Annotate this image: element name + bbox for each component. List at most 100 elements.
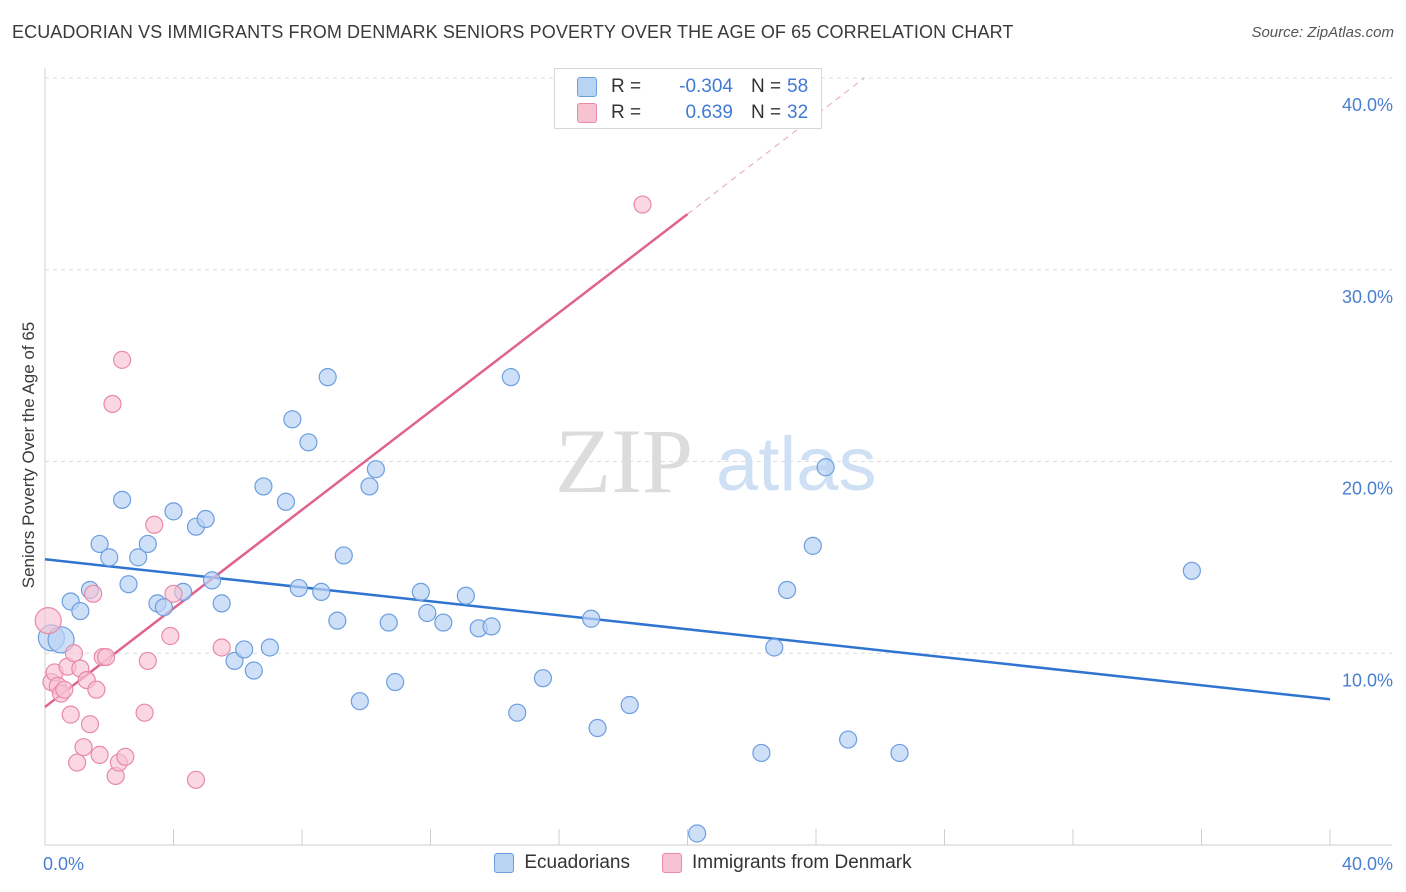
data-point-denmark [90, 745, 109, 764]
data-point-denmark [116, 747, 135, 766]
data-point-denmark [161, 626, 180, 646]
data-point-ecuadorians [138, 534, 157, 554]
data-point-ecuadorians [276, 492, 296, 511]
data-point-ecuadorians [100, 548, 119, 567]
data-point-ecuadorians [235, 640, 254, 659]
data-point-ecuadorians [299, 433, 318, 452]
data-point-ecuadorians [456, 586, 475, 605]
data-point-ecuadorians [283, 410, 302, 429]
y-tick-label: 40.0% [1342, 95, 1393, 115]
x-tick-label: 40.0% [1342, 854, 1393, 874]
legend-n-label: N = [751, 76, 782, 97]
watermark-atlas: atlas [716, 422, 877, 507]
series-denmark [34, 195, 652, 789]
legend-r-label: R = [611, 76, 642, 97]
trend-line-ecuadorians [44, 558, 1331, 701]
legend-n-value: 58 [787, 76, 809, 97]
data-point-denmark [186, 770, 206, 789]
data-point-denmark [96, 647, 116, 667]
data-point-ecuadorians [777, 580, 797, 600]
data-point-denmark [164, 584, 183, 603]
source-label: Source: ZipAtlas.com [1251, 24, 1394, 41]
data-point-ecuadorians [816, 458, 835, 477]
data-point-ecuadorians [119, 575, 138, 594]
data-point-ecuadorians [803, 536, 822, 555]
legend-swatch-blue [577, 77, 597, 97]
trend-lines [44, 77, 1331, 708]
data-point-ecuadorians [129, 548, 148, 567]
data-point-ecuadorians [839, 730, 858, 749]
legend-swatch-pink [577, 103, 597, 123]
data-point-ecuadorians [90, 534, 109, 554]
data-point-denmark [34, 607, 62, 635]
data-point-ecuadorians [154, 598, 173, 617]
data-point-denmark [68, 753, 87, 772]
data-point-ecuadorians [334, 546, 353, 565]
trend-line-denmark [44, 213, 689, 708]
data-point-ecuadorians [254, 477, 273, 496]
data-point-denmark [61, 705, 80, 724]
legend-item-denmark: Immigrants from Denmark [662, 852, 912, 874]
series-ecuadorians [37, 368, 1201, 843]
axes [44, 68, 1392, 846]
chart-title: ECUADORIAN VS IMMIGRANTS FROM DENMARK SE… [12, 22, 1014, 42]
legend-row-denmark: R = 0.639 N = 32 [577, 100, 808, 126]
data-point-ecuadorians [752, 743, 771, 763]
data-point-ecuadorians [260, 638, 279, 657]
data-point-ecuadorians [112, 490, 132, 509]
data-point-ecuadorians [508, 703, 527, 722]
data-point-denmark [84, 584, 103, 603]
data-point-denmark [112, 350, 132, 369]
data-point-ecuadorians [418, 603, 437, 623]
data-point-ecuadorians [196, 509, 215, 529]
data-point-ecuadorians [312, 582, 331, 601]
data-point-denmark [87, 680, 106, 699]
data-point-ecuadorians [411, 582, 430, 601]
data-point-ecuadorians [212, 594, 231, 613]
data-point-ecuadorians [386, 672, 405, 692]
data-point-ecuadorians [47, 626, 75, 654]
legend-correlation: R = -0.304 N = 58 R = 0.639 N = 32 [554, 68, 822, 129]
data-point-ecuadorians [501, 368, 520, 387]
data-point-ecuadorians [379, 613, 398, 632]
data-point-ecuadorians [582, 609, 601, 628]
legend-n-label: N = [751, 102, 782, 123]
data-point-ecuadorians [890, 743, 909, 763]
data-point-ecuadorians [244, 661, 263, 680]
data-point-denmark [633, 195, 652, 214]
data-point-denmark [103, 394, 122, 414]
legend-r-value: -0.304 [679, 76, 733, 97]
data-point-ecuadorians [482, 617, 501, 636]
legend-label-denmark: Immigrants from Denmark [692, 852, 912, 873]
data-point-denmark [64, 644, 84, 663]
data-point-ecuadorians [164, 502, 183, 521]
data-point-ecuadorians [533, 669, 553, 688]
data-point-ecuadorians [360, 477, 379, 496]
legend-label-ecuadorians: Ecuadorians [524, 852, 630, 873]
data-point-denmark [138, 651, 157, 671]
y-tick-label: 30.0% [1342, 287, 1393, 307]
data-point-ecuadorians [434, 613, 453, 632]
data-point-denmark [135, 703, 154, 722]
y-tick-label: 10.0% [1342, 670, 1393, 690]
legend-row-ecuadorians: R = -0.304 N = 58 [577, 74, 808, 100]
data-point-ecuadorians [1182, 561, 1201, 580]
legend-swatch-blue [494, 853, 515, 873]
tick-labels: 10.0% 20.0% 30.0% 40.0% 0.0% 40.0% [43, 95, 1393, 874]
data-point-ecuadorians [71, 601, 90, 621]
data-point-denmark [74, 738, 93, 757]
legend-series: Ecuadorians Immigrants from Denmark [0, 852, 1406, 874]
data-point-ecuadorians [588, 718, 607, 738]
legend-r-label: R = [611, 102, 642, 123]
trend-line-denmark-extension [687, 77, 865, 215]
data-point-ecuadorians [318, 368, 337, 387]
x-tick-label: 0.0% [43, 854, 84, 874]
data-point-denmark [80, 715, 100, 734]
data-point-ecuadorians [350, 692, 369, 711]
data-point-ecuadorians [366, 460, 385, 479]
data-point-ecuadorians [688, 824, 707, 843]
data-point-denmark [55, 680, 74, 699]
legend-item-ecuadorians: Ecuadorians [494, 852, 630, 874]
data-point-ecuadorians [328, 611, 347, 630]
